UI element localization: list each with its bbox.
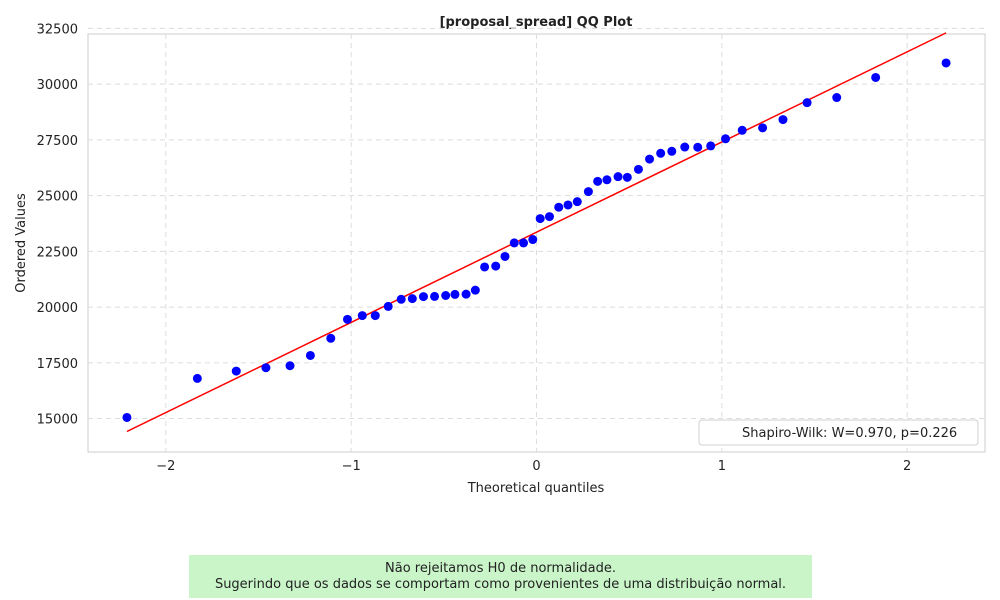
chart-title: [proposal_spread] QQ Plot [440,15,633,30]
data-point [491,261,501,271]
data-point [450,289,460,299]
data-point [613,172,623,182]
y-tick-label: 32500 [37,22,78,37]
data-point [192,373,202,383]
data-point [554,202,564,212]
data-point [737,125,747,135]
data-point [418,292,428,302]
data-point [528,235,538,245]
y-tick-labels: 15000 17500 20000 22500 25000 27500 30000 32500 [37,22,78,427]
x-axis-label: Theoretical quantiles [467,481,605,496]
data-point [370,311,380,321]
data-point [706,141,716,151]
normality-conclusion-note: Não rejeitamos H0 de normalidade. Sugeri… [189,555,812,598]
data-point [778,115,788,125]
data-point [871,72,881,82]
qq-plot-chart: [proposal_spread] QQ Plot −2 −1 0 1 2 150001… [14,15,986,496]
data-point [470,285,480,295]
x-tick-label: 1 [718,459,726,474]
data-point [461,289,471,299]
data-point [285,361,295,371]
grid-lines [88,27,985,452]
x-tick-label: 0 [532,459,540,474]
x-tick-labels: −2 −1 0 1 2 [156,459,911,474]
data-point [721,134,731,144]
data-point [430,291,440,301]
data-point [261,363,271,373]
data-point [941,58,951,68]
data-point [802,98,812,108]
data-point [680,142,690,152]
x-tick-label: −2 [156,459,175,474]
data-point [593,176,603,186]
data-point [441,291,451,301]
data-point [832,93,842,103]
data-point [357,311,367,321]
data-point [305,350,315,360]
data-point [500,251,510,261]
data-point [326,333,336,343]
data-point [544,212,554,222]
y-tick-label: 30000 [37,78,78,93]
y-axis-label: Ordered Values [14,193,29,293]
note-line-1: Não rejeitamos H0 de normalidade. [385,560,616,576]
data-point [407,294,417,304]
legend-box [698,419,979,446]
y-tick-label: 22500 [37,245,78,260]
data-point [572,197,582,207]
data-point [667,146,677,156]
y-tick-label: 25000 [37,190,78,205]
x-tick-label: 2 [903,459,911,474]
y-tick-label: 17500 [37,357,78,372]
data-point [633,164,643,174]
data-point [509,238,519,248]
data-point [342,314,352,324]
data-point [602,175,612,185]
legend-label: Shapiro-Wilk: W=0.970, p=0.226 [742,426,957,441]
legend: Shapiro-Wilk: W=0.970, p=0.226 [698,419,979,446]
note-line-2: Sugerindo que os dados se comportam como… [214,576,787,592]
data-point [396,294,406,304]
data-point [480,262,490,272]
y-tick-label: 27500 [37,134,78,149]
data-point [583,187,593,197]
data-point [622,172,632,182]
data-point [656,148,666,158]
data-point [535,214,545,224]
data-point [383,301,393,311]
data-point [645,154,655,164]
data-point [122,412,132,422]
x-tick-label: −1 [342,459,361,474]
data-points [122,58,951,422]
data-point [563,200,573,210]
y-tick-label: 15000 [37,413,78,428]
data-point [231,366,241,376]
data-point [693,142,703,152]
data-point [758,123,768,133]
data-point [519,238,529,248]
y-tick-label: 20000 [37,301,78,316]
